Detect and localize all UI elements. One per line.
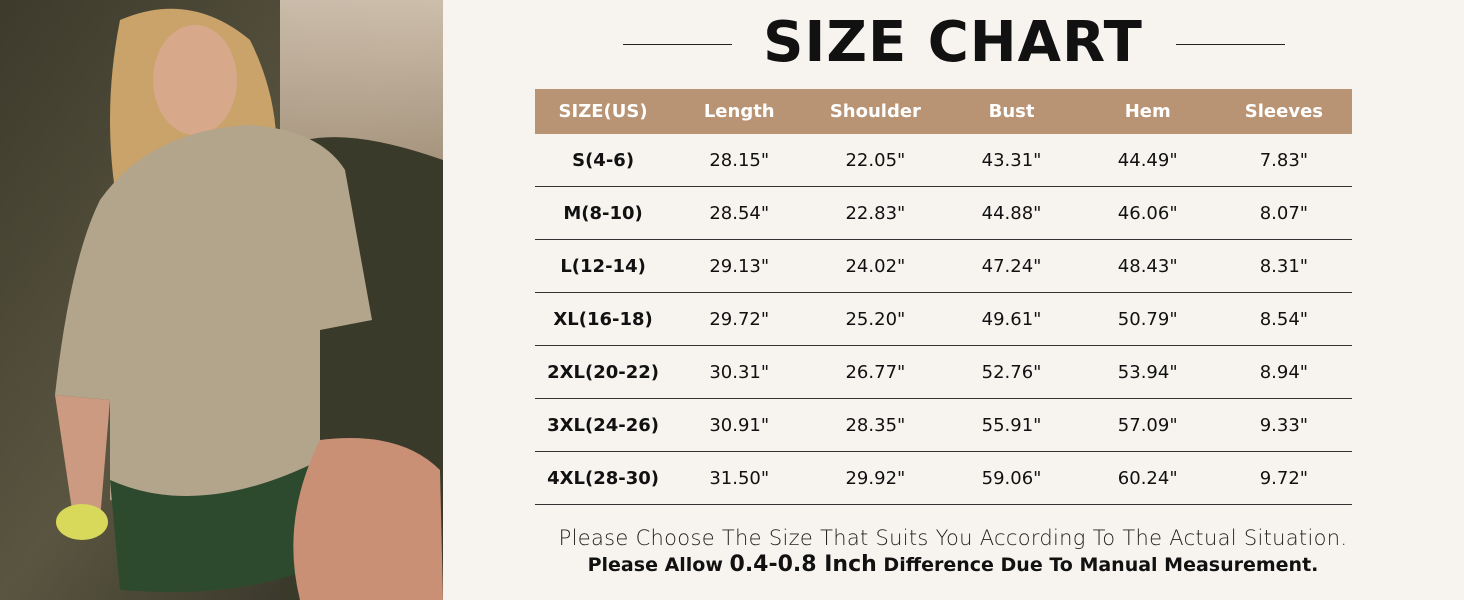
measurement: 28.15" [671,134,808,187]
measurement: 29.13" [671,239,808,293]
note-text: Difference Due To Manual Measurement. [876,554,1319,576]
table-row: 3XL(24-26) 30.91" 28.35" 55.91" 57.09" 9.33" [535,398,1352,452]
measurement: 44.88" [943,186,1080,240]
column-header: SIZE(US) [535,89,672,134]
measurement: 8.31" [1215,239,1352,293]
size-table: SIZE(US) Length Shoulder Bust Hem Sleeves S(4-… [535,89,1352,505]
measurement: 60.24" [1079,451,1216,505]
measurement: 48.43" [1079,239,1216,293]
measurement: 26.77" [807,345,944,399]
table-row: XL(16-18) 29.72" 25.20" 49.61" 50.79" 8.54" [535,292,1352,346]
measurement: 46.06" [1079,186,1216,240]
measurement: 9.72" [1215,451,1352,505]
measurement: 31.50" [671,451,808,505]
note-emphasis: 0.4-0.8 Inch [729,552,877,577]
measurement: 24.02" [807,239,944,293]
measurement: 49.61" [943,292,1080,346]
measurement: 8.07" [1215,186,1352,240]
measurement: 59.06" [943,451,1080,505]
measurement: 47.24" [943,239,1080,293]
size-label: S(4-6) [535,134,672,187]
table-row: M(8-10) 28.54" 22.83" 44.88" 46.06" 8.07" [535,186,1352,240]
measurement: 29.92" [807,451,944,505]
size-label: 4XL(28-30) [535,451,672,505]
size-label: 2XL(20-22) [535,345,672,399]
measurement: 57.09" [1079,398,1216,452]
note: Please Allow 0.4-0.8 Inch Difference Due… [500,552,1406,577]
column-header: Sleeves [1215,89,1352,134]
measurement: 8.54" [1215,292,1352,346]
measurement: 25.20" [807,292,944,346]
measurement: 52.76" [943,345,1080,399]
table-row: S(4-6) 28.15" 22.05" 43.31" 44.49" 7.83" [535,134,1352,187]
measurement: 43.31" [943,134,1080,187]
measurement: 7.83" [1215,134,1352,187]
measurement: 22.83" [807,186,944,240]
measurement: 55.91" [943,398,1080,452]
title-rule [623,44,732,45]
measurement: 53.94" [1079,345,1216,399]
table-row: 4XL(28-30) 31.50" 29.92" 59.06" 60.24" 9.72" [535,451,1352,505]
size-label: M(8-10) [535,186,672,240]
size-label: 3XL(24-26) [535,398,672,452]
measurement: 44.49" [1079,134,1216,187]
measurement: 9.33" [1215,398,1352,452]
measurement: 50.79" [1079,292,1216,346]
title: SIZE CHART [763,10,1143,75]
column-header: Shoulder [807,89,944,134]
table-row: 2XL(20-22) 30.31" 26.77" 52.76" 53.94" 8.94" [535,345,1352,399]
measurement: 30.91" [671,398,808,452]
measurement: 29.72" [671,292,808,346]
model-photo [0,0,443,600]
note-text: Please Allow [587,554,730,576]
column-header: Bust [943,89,1080,134]
title-rule [1176,44,1285,45]
column-header: Hem [1079,89,1216,134]
column-header: Length [671,89,808,134]
table-row: L(12-14) 29.13" 24.02" 47.24" 48.43" 8.31" [535,239,1352,293]
note: Please Choose The Size That Suits You Ac… [558,526,1348,550]
size-label: L(12-14) [535,239,672,293]
size-label: XL(16-18) [535,292,672,346]
measurement: 22.05" [807,134,944,187]
measurement: 8.94" [1215,345,1352,399]
measurement: 30.31" [671,345,808,399]
measurement: 28.35" [807,398,944,452]
measurement: 28.54" [671,186,808,240]
